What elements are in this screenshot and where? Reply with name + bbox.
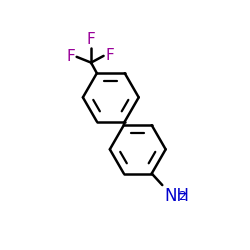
Text: F: F [87,32,96,47]
Text: F: F [66,49,75,64]
Text: F: F [105,48,114,64]
Text: 2: 2 [178,190,186,203]
Text: NH: NH [164,187,190,205]
